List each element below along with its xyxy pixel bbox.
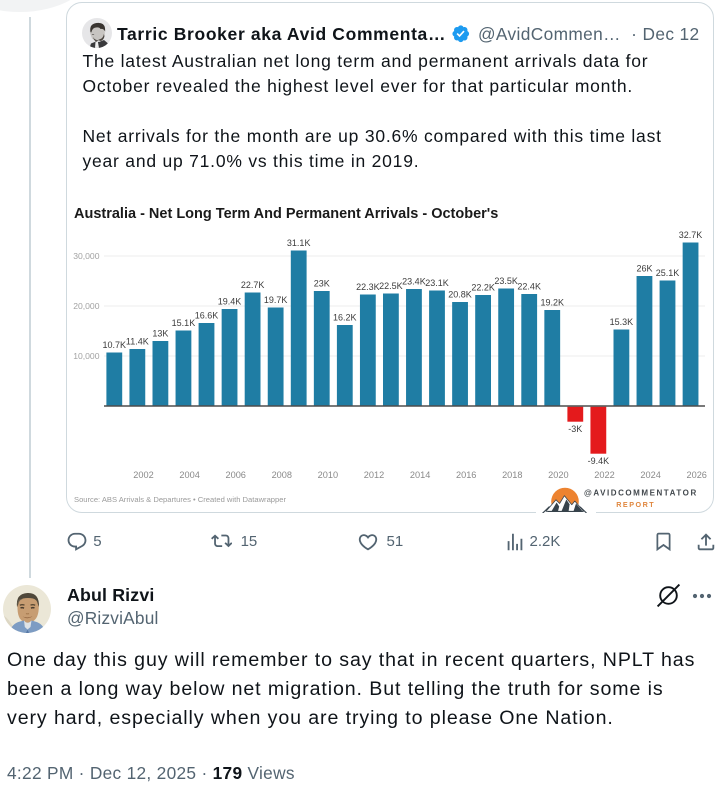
svg-text:2008: 2008 xyxy=(272,470,292,480)
svg-text:22.3K: 22.3K xyxy=(356,282,380,292)
svg-text:26K: 26K xyxy=(636,264,652,274)
svg-text:19.2K: 19.2K xyxy=(540,298,564,308)
svg-text:11.4K: 11.4K xyxy=(126,337,149,347)
svg-text:2010: 2010 xyxy=(318,470,338,480)
svg-text:2014: 2014 xyxy=(410,470,430,480)
svg-text:23.5K: 23.5K xyxy=(494,276,518,286)
svg-text:2004: 2004 xyxy=(179,470,199,480)
svg-text:31.1K: 31.1K xyxy=(287,238,311,248)
svg-text:30,000: 30,000 xyxy=(73,251,100,261)
svg-text:13K: 13K xyxy=(152,329,168,339)
svg-text:22.4K: 22.4K xyxy=(517,282,541,292)
svg-text:22.2K: 22.2K xyxy=(471,283,495,293)
svg-text:2020: 2020 xyxy=(548,470,568,480)
svg-text:2012: 2012 xyxy=(364,470,384,480)
svg-text:22.5K: 22.5K xyxy=(379,281,403,291)
svg-text:10.7K: 10.7K xyxy=(103,340,127,350)
svg-text:20,000: 20,000 xyxy=(73,301,100,311)
svg-text:15.3K: 15.3K xyxy=(610,317,634,327)
svg-text:@AVIDCOMMENTATOR: @AVIDCOMMENTATOR xyxy=(584,489,698,498)
svg-text:REPORT: REPORT xyxy=(616,500,655,509)
svg-text:23K: 23K xyxy=(314,279,330,289)
svg-text:19.7K: 19.7K xyxy=(264,295,288,305)
svg-text:32.7K: 32.7K xyxy=(679,230,703,240)
svg-text:2026: 2026 xyxy=(686,470,706,480)
svg-text:25.1K: 25.1K xyxy=(656,268,680,278)
svg-text:2022: 2022 xyxy=(594,470,614,480)
svg-text:10,000: 10,000 xyxy=(73,351,100,361)
svg-text:2018: 2018 xyxy=(502,470,522,480)
svg-text:16.6K: 16.6K xyxy=(195,311,219,321)
svg-text:20.8K: 20.8K xyxy=(448,290,472,300)
svg-text:23.1K: 23.1K xyxy=(425,278,449,288)
svg-text:2006: 2006 xyxy=(225,470,245,480)
svg-text:2002: 2002 xyxy=(133,470,153,480)
svg-text:19.4K: 19.4K xyxy=(218,297,242,307)
svg-text:Source: ABS Arrivals & Departu: Source: ABS Arrivals & Departures • Crea… xyxy=(74,495,286,504)
svg-text:-9.4K: -9.4K xyxy=(588,456,610,466)
svg-text:2024: 2024 xyxy=(640,470,660,480)
svg-text:23.4K: 23.4K xyxy=(402,277,426,287)
svg-text:15.1K: 15.1K xyxy=(172,318,196,328)
svg-text:-3K: -3K xyxy=(568,424,582,434)
svg-text:22.7K: 22.7K xyxy=(241,280,265,290)
svg-text:2016: 2016 xyxy=(456,470,476,480)
svg-text:16.2K: 16.2K xyxy=(333,313,357,323)
svg-text:Australia - Net Long Term And: Australia - Net Long Term And Permanent … xyxy=(74,206,498,222)
